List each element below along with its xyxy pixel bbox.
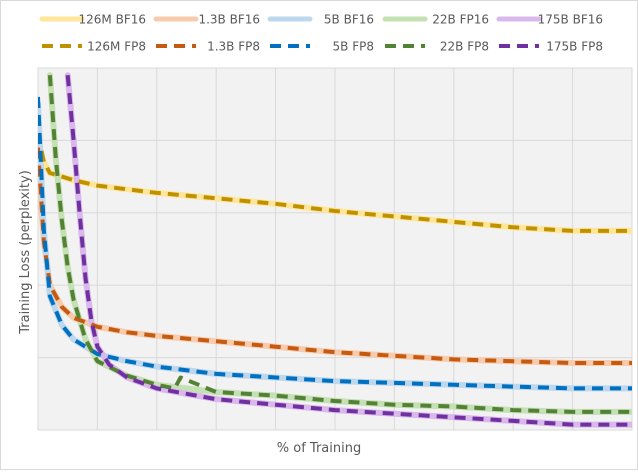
legend-label: 1.3B FP8 [207,40,260,54]
legend-item-1-3b-bf16: 1.3B BF16 [153,13,260,27]
series-lines [38,72,632,428]
legend-label: 1.3B BF16 [198,13,260,27]
plot-area-border [37,67,633,431]
legend-label: 5B BF16 [324,13,374,27]
series-line-22b-fp16 [46,72,632,415]
legend-label: 126M FP8 [87,40,146,54]
legend-label: 175B FP8 [546,40,603,54]
legend-item-1-3b-fp8: 1.3B FP8 [156,40,260,54]
legend: 126M BF16 1.3B BF16 5B BF16 22B FP16 175B BF… [39,13,603,54]
series-line-175b-fp8 [65,75,632,427]
series-line-126m-fp8 [38,132,632,233]
legend-item-126m-fp8: 126M FP8 [42,40,146,54]
legend-label: 126M BF16 [79,13,146,27]
series-line-5b-fp8 [38,96,632,391]
legend-label: 5B FP8 [333,40,374,54]
legend-item-5b-bf16: 5B BF16 [267,13,374,27]
legend-item-175b-bf16: 175B BF16 [496,13,603,27]
legend-item-175b-fp8: 175B FP8 [499,40,603,54]
legend-item-126m-bf16: 126M BF16 [39,13,146,27]
legend-item-22b-fp8: 22B FP8 [385,40,489,54]
legend-item-5b-fp8: 5B FP8 [270,40,374,54]
x-axis-label: % of Training [277,441,361,456]
legend-item-22b-fp16: 22B FP16 [382,13,489,27]
y-axis-label: Training Loss (perplexity) [18,170,33,335]
series-line-1-3b-fp8 [38,147,632,365]
gridlines [38,68,632,430]
legend-label: 175B BF16 [538,13,603,27]
legend-label: 22B FP16 [432,13,489,27]
legend-label: 22B FP8 [440,40,489,54]
series-line-22b-fp8 [47,75,632,414]
